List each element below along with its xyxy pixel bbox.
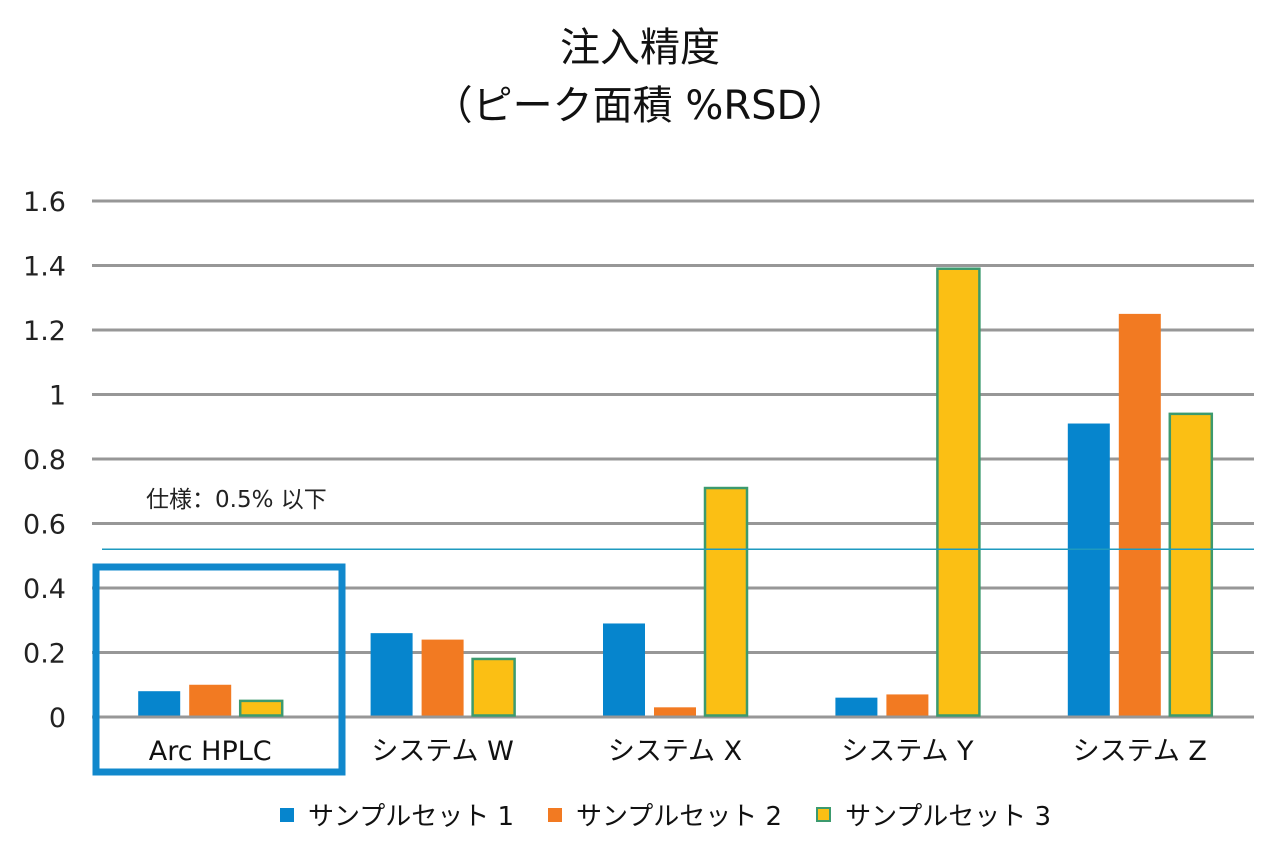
highlight-box (92, 563, 346, 776)
y-tick-label: 1.6 (23, 187, 66, 218)
bar-2 (189, 684, 232, 716)
bar-3 (471, 657, 516, 717)
y-tick-label: 1 (49, 381, 66, 412)
y-tick-label: 1.2 (23, 316, 66, 347)
y-tick-label: 0 (49, 703, 66, 734)
y-tick-label: 1.4 (23, 252, 66, 283)
legend: サンプルセット 1 サンプルセット 2 サンプルセット 3 (280, 796, 1085, 833)
legend-swatch-3 (816, 807, 832, 822)
bar-3 (703, 486, 749, 717)
legend-item: サンプルセット 3 (816, 796, 1051, 833)
x-tick-label: システム W (371, 736, 513, 767)
y-tick-label: 0.4 (23, 574, 66, 605)
bar-3 (936, 267, 981, 717)
y-tick-label: 0.8 (23, 445, 66, 476)
legend-label: サンプルセット 3 (845, 802, 1052, 832)
bar-1 (370, 633, 413, 716)
legend-swatch-2 (548, 807, 563, 822)
x-tick-label: Arc HPLC (149, 736, 272, 767)
bar-3 (1168, 412, 1214, 717)
chart-subtitle: （ピーク面積 %RSD） (432, 83, 848, 129)
legend-swatch-1 (280, 807, 294, 822)
bar-2 (654, 707, 696, 716)
x-tick-label: システム X (608, 736, 742, 767)
legend-item: サンプルセット 1 (280, 796, 514, 833)
bar-2 (421, 639, 464, 716)
bar-1 (835, 697, 878, 716)
y-tick-label: 0.2 (23, 639, 66, 670)
y-tick-label: 0.6 (23, 510, 66, 541)
legend-label: サンプルセット 1 (308, 802, 515, 832)
bar-2 (1118, 313, 1161, 716)
bar-3 (238, 699, 284, 717)
bar-2 (886, 694, 929, 716)
bar-1 (603, 623, 645, 716)
chart-title: 注入精度 (560, 25, 720, 71)
bar-1 (1067, 423, 1110, 716)
x-tick-label: システム Z (1073, 736, 1207, 767)
x-tick-label: システム Y (841, 736, 974, 767)
bar-1 (138, 691, 181, 716)
legend-label: サンプルセット 2 (576, 802, 783, 832)
legend-item: サンプルセット 2 (548, 796, 782, 833)
spec-line-label: 仕様：0.5% 以下 (146, 487, 327, 513)
